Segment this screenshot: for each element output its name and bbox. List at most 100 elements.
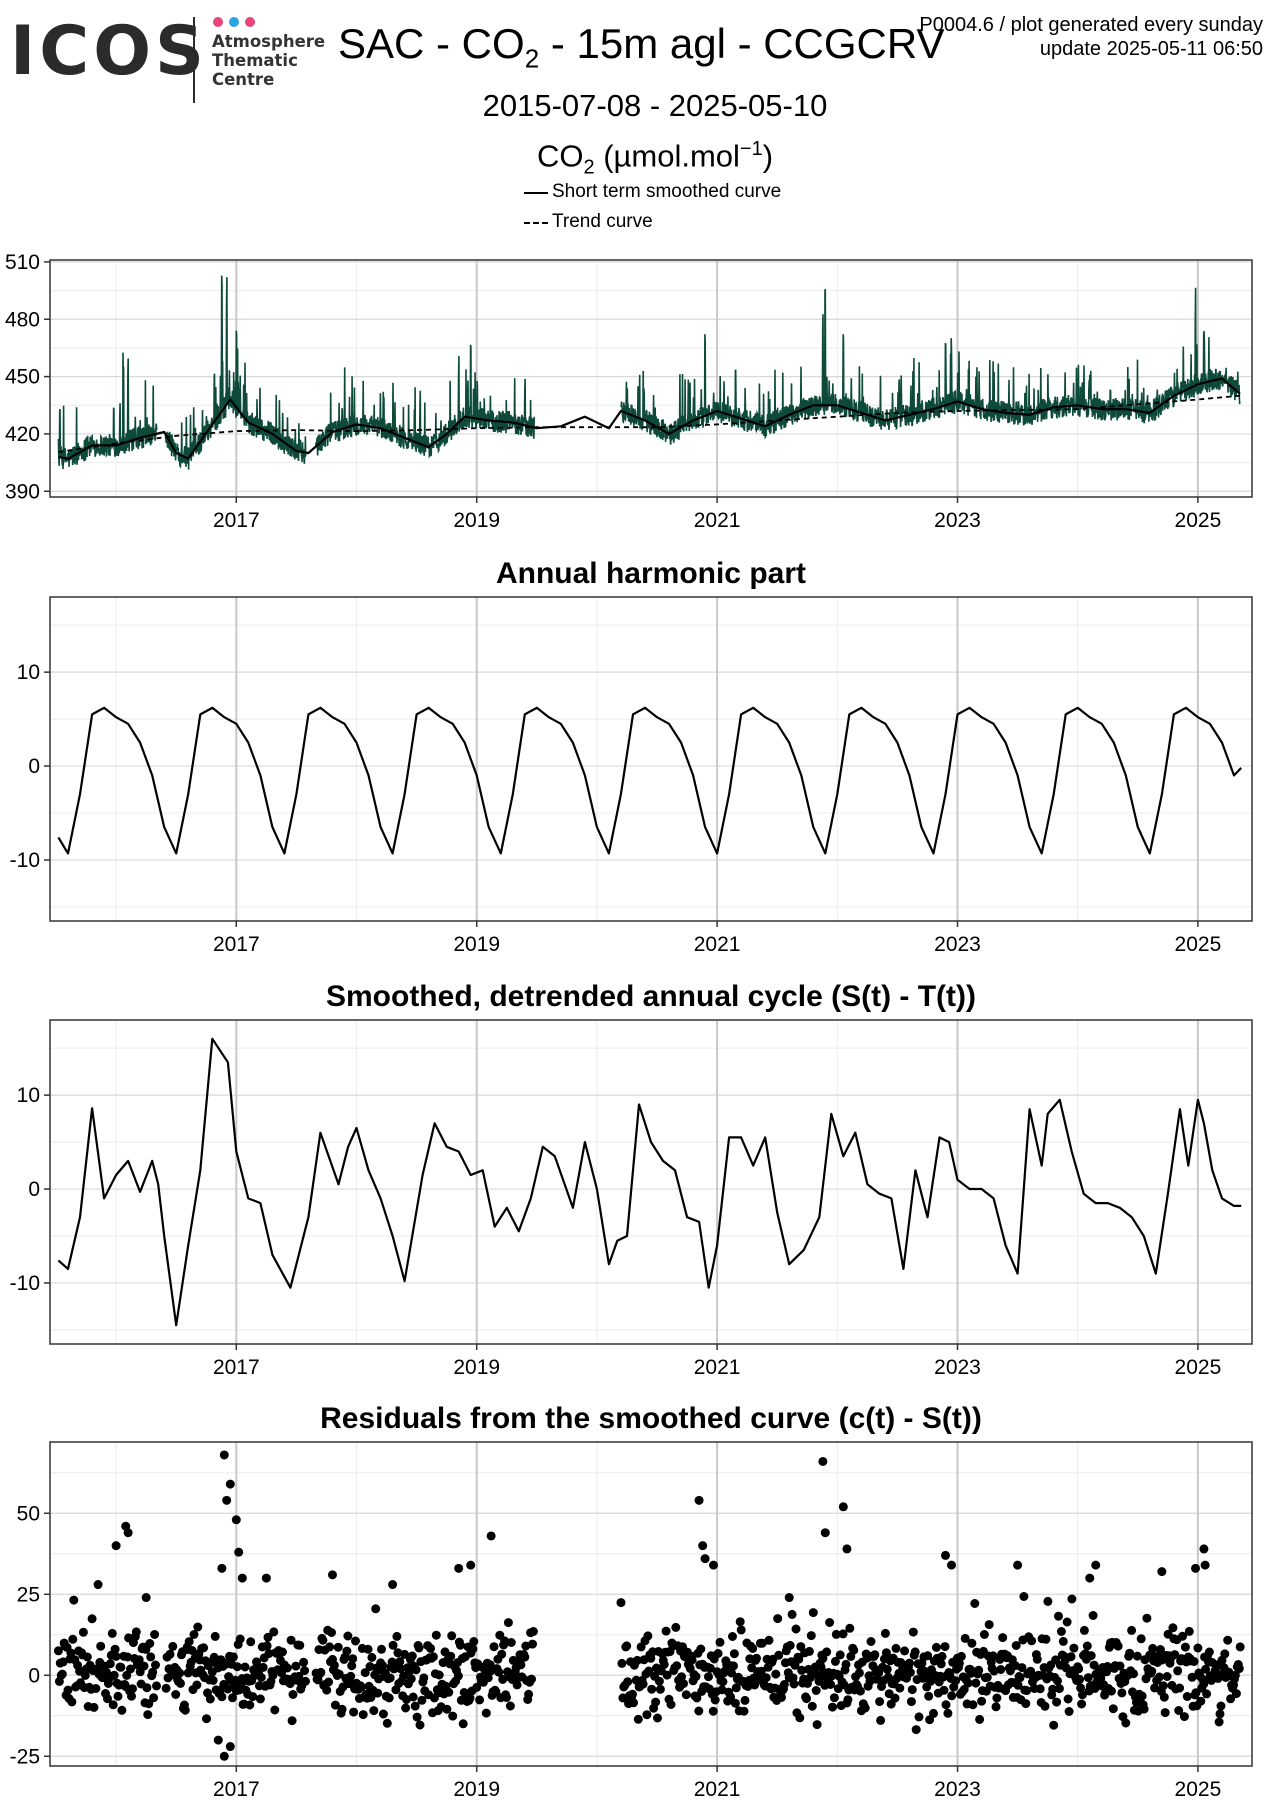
logo-dot (245, 17, 255, 27)
panel-background (50, 1442, 1252, 1766)
residual-point (784, 1593, 794, 1603)
y-tick-label: -10 (10, 849, 40, 872)
x-tick-label: 2023 (934, 933, 981, 956)
residual-point (466, 1560, 476, 1570)
y-tick-label: -25 (10, 1745, 40, 1768)
residual-point (237, 1573, 247, 1583)
trend-curve (58, 394, 1241, 453)
x-tick-label: 2019 (453, 1778, 500, 1800)
x-tick-label: 2025 (1175, 509, 1222, 532)
panel-title: Residuals from the smoothed curve (c(t) … (320, 1402, 982, 1435)
residual-point (1157, 1567, 1167, 1577)
x-tick-label: 2025 (1175, 933, 1222, 956)
panel-background (50, 260, 1252, 497)
y-tick-label: 0 (28, 1178, 40, 1201)
x-tick-label: 2021 (694, 933, 741, 956)
unit-close: ) (762, 138, 774, 174)
logo-divider (193, 17, 195, 103)
residual-point (1091, 1560, 1101, 1570)
chart-panel: 390 420 450 480 510 2017 2019 2021 2023 2025 (5, 251, 1253, 532)
x-tick-label: 2021 (694, 1356, 741, 1379)
panel-border (49, 1441, 1253, 1767)
residual-point (213, 1735, 223, 1745)
residual-point (1191, 1563, 1201, 1573)
panel-title: Annual harmonic part (496, 557, 806, 590)
y-tick-label: -10 (10, 1272, 40, 1295)
residual-points-cloud (53, 1592, 1245, 1735)
x-tick-label: 2017 (213, 509, 260, 532)
title-prefix: SAC - CO (338, 20, 525, 67)
y-tick-label: 420 (5, 423, 40, 446)
residual-point (225, 1742, 235, 1752)
smoothed-curve (57, 706, 1242, 855)
residual-point (700, 1554, 710, 1564)
residual-point (1013, 1560, 1023, 1570)
plot-id-label: P0004.6 / plot generated every sunday (919, 14, 1263, 36)
residual-point (111, 1541, 121, 1551)
residual-point (698, 1541, 708, 1551)
x-tick-label: 2019 (453, 1356, 500, 1379)
x-tick-label: 2021 (694, 1778, 741, 1800)
residual-point (947, 1560, 956, 1570)
chart-panel: Annual harmonic part -10 0 10 2017 2019 2021 20… (10, 557, 1253, 956)
y-tick-label: 0 (28, 1664, 40, 1687)
residual-point (327, 1570, 337, 1580)
x-tick-label: 2017 (213, 1778, 260, 1800)
date-range: 2015-07-08 - 2025-05-10 (482, 88, 828, 123)
x-tick-label: 2019 (453, 509, 500, 532)
plot-area (57, 275, 1241, 470)
plot-area (57, 1037, 1242, 1327)
unit-superscript: −1 (739, 138, 763, 160)
x-tick-label: 2025 (1175, 1356, 1222, 1379)
panel-background (50, 1020, 1252, 1344)
residual-point (1085, 1573, 1095, 1583)
residual-point (940, 1550, 950, 1560)
smoothed-curve (58, 377, 1241, 460)
x-tick-label: 2025 (1175, 1778, 1222, 1800)
title-suffix: - 15m agl - CCGCRV (539, 20, 945, 67)
residual-point (818, 1456, 828, 1466)
residual-point (225, 1479, 235, 1489)
x-tick-label: 2021 (694, 509, 741, 532)
legend-swatch-solid (524, 192, 548, 194)
x-tick-label: 2019 (453, 933, 500, 956)
logo-dot (229, 17, 239, 27)
residual-point (694, 1495, 704, 1505)
residual-point (709, 1560, 719, 1570)
unit-prefix: CO (536, 138, 584, 174)
unit-label: CO2 (µmol.mol−1) (0, 138, 1275, 180)
page-title: SAC - CO2 - 15m agl - CCGCRV (338, 20, 944, 74)
residual-point (842, 1544, 852, 1554)
logo-subtitle: Atmosphere Thematic Centre (212, 32, 325, 89)
residual-point (219, 1751, 229, 1761)
y-tick-label: 50 (17, 1502, 40, 1525)
logo-subtitle-line: Thematic (212, 51, 298, 70)
residual-point (820, 1528, 830, 1538)
unit-main: (µmol.mol (594, 138, 740, 174)
raw-data-series (57, 275, 1241, 470)
residual-point (388, 1580, 398, 1590)
logo-dot (213, 17, 223, 27)
residual-point (838, 1502, 848, 1512)
residual-point (123, 1528, 133, 1538)
y-tick-label: 510 (5, 251, 40, 274)
residual-point (231, 1515, 241, 1525)
update-timestamp: update 2025-05-11 06:50 (1039, 38, 1263, 60)
residual-point (234, 1547, 244, 1557)
residual-point (1199, 1544, 1209, 1554)
residual-point (219, 1450, 229, 1460)
legend-label: Short term smoothed curve (552, 181, 782, 202)
panel-border (49, 259, 1253, 498)
residual-point (141, 1593, 151, 1603)
x-tick-label: 2017 (213, 1356, 260, 1379)
y-tick-label: 10 (17, 1084, 40, 1107)
x-tick-label: 2023 (934, 509, 981, 532)
panel-background (50, 597, 1252, 921)
y-tick-label: 10 (17, 661, 40, 684)
logo-subtitle-line: Atmosphere (212, 32, 326, 51)
y-tick-label: 25 (17, 1583, 40, 1606)
residual-point (261, 1573, 271, 1583)
unit-subscript: 2 (583, 156, 595, 179)
legend-swatch-dashed (524, 222, 548, 224)
